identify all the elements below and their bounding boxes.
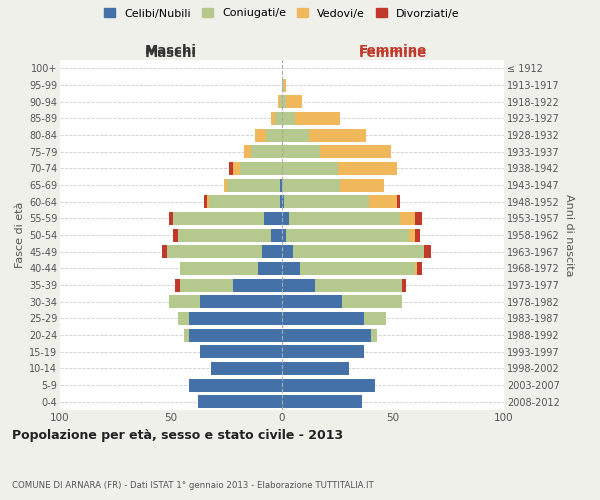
Bar — [342, 295, 402, 308]
Bar — [233, 162, 240, 175]
Bar — [409, 228, 415, 241]
Bar — [415, 228, 419, 241]
Text: Femmine: Femmine — [359, 44, 427, 57]
Bar — [204, 195, 206, 208]
Bar — [229, 162, 233, 175]
Bar — [424, 245, 431, 258]
Bar — [286, 228, 409, 241]
Bar — [282, 362, 349, 375]
Bar — [251, 145, 282, 158]
Bar — [415, 262, 418, 275]
Bar — [200, 345, 282, 358]
Bar — [271, 112, 275, 125]
Bar — [282, 78, 284, 92]
Bar — [167, 245, 262, 258]
Bar — [368, 195, 397, 208]
Bar — [257, 262, 282, 275]
Bar — [402, 278, 406, 291]
Text: Maschi: Maschi — [145, 47, 197, 60]
Bar — [256, 128, 266, 141]
Bar — [180, 262, 257, 275]
Bar — [282, 278, 316, 291]
Bar — [282, 128, 308, 141]
Bar — [282, 212, 289, 225]
Bar — [266, 128, 282, 141]
Bar — [178, 228, 271, 241]
Bar — [415, 212, 422, 225]
Bar — [264, 212, 282, 225]
Bar — [189, 328, 282, 342]
Bar — [262, 245, 282, 258]
Bar — [282, 295, 342, 308]
Bar — [189, 312, 282, 325]
Bar — [282, 195, 284, 208]
Y-axis label: Fasce di età: Fasce di età — [14, 202, 25, 268]
Bar — [282, 95, 286, 108]
Bar — [189, 378, 282, 392]
Bar — [282, 345, 364, 358]
Bar — [233, 278, 282, 291]
Bar — [282, 178, 340, 192]
Text: Maschi: Maschi — [145, 44, 197, 57]
Bar — [308, 128, 367, 141]
Text: Popolazione per età, sesso e stato civile - 2013: Popolazione per età, sesso e stato civil… — [12, 430, 343, 442]
Bar — [169, 212, 173, 225]
Bar — [295, 112, 340, 125]
Bar — [244, 145, 251, 158]
Bar — [284, 78, 286, 92]
Y-axis label: Anni di nascita: Anni di nascita — [563, 194, 574, 276]
Bar — [175, 278, 180, 291]
Bar — [340, 178, 384, 192]
Bar — [282, 328, 371, 342]
Bar — [282, 162, 337, 175]
Bar — [282, 112, 295, 125]
Bar — [282, 228, 286, 241]
Bar — [337, 162, 397, 175]
Bar — [240, 162, 282, 175]
Bar — [224, 178, 227, 192]
Bar — [282, 312, 364, 325]
Bar — [173, 212, 264, 225]
Bar — [284, 195, 368, 208]
Bar — [209, 195, 280, 208]
Bar — [178, 312, 189, 325]
Bar — [184, 328, 189, 342]
Text: Femmine: Femmine — [359, 47, 427, 60]
Bar — [162, 245, 167, 258]
Bar — [282, 262, 300, 275]
Bar — [282, 145, 320, 158]
Bar — [300, 262, 415, 275]
Bar — [364, 312, 386, 325]
Bar — [282, 395, 362, 408]
Bar — [280, 178, 282, 192]
Bar — [418, 262, 422, 275]
Bar — [197, 395, 282, 408]
Bar — [289, 212, 400, 225]
Bar — [282, 378, 375, 392]
Legend: Celibi/Nubili, Coniugati/e, Vedovi/e, Divorziati/e: Celibi/Nubili, Coniugati/e, Vedovi/e, Di… — [104, 8, 460, 18]
Bar — [200, 295, 282, 308]
Bar — [227, 178, 280, 192]
Bar — [282, 245, 293, 258]
Bar — [316, 278, 402, 291]
Bar — [180, 278, 233, 291]
Bar — [320, 145, 391, 158]
Bar — [173, 228, 178, 241]
Bar — [397, 195, 400, 208]
Bar — [206, 195, 209, 208]
Bar — [400, 212, 415, 225]
Bar — [286, 95, 302, 108]
Bar — [280, 95, 282, 108]
Text: COMUNE DI ARNARA (FR) - Dati ISTAT 1° gennaio 2013 - Elaborazione TUTTITALIA.IT: COMUNE DI ARNARA (FR) - Dati ISTAT 1° ge… — [12, 481, 374, 490]
Bar — [280, 195, 282, 208]
Bar — [371, 328, 377, 342]
Bar — [211, 362, 282, 375]
Bar — [278, 95, 280, 108]
Bar — [169, 295, 200, 308]
Bar — [271, 228, 282, 241]
Bar — [275, 112, 282, 125]
Bar — [293, 245, 424, 258]
